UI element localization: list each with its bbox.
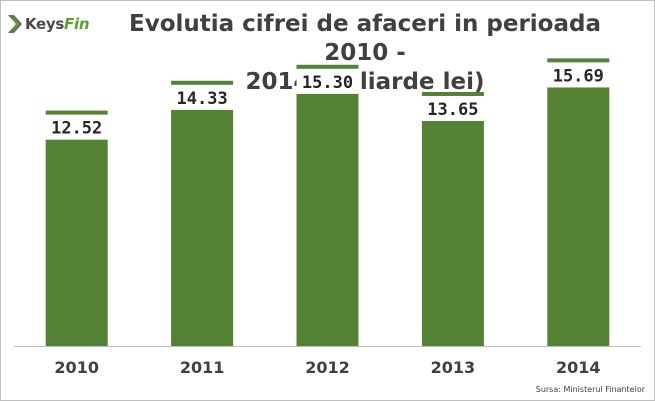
x-tick-label-2013: 2013 bbox=[431, 358, 476, 377]
source-note: Sursa: Ministerul Finantelor bbox=[535, 385, 645, 394]
value-label-2010: 12.52 bbox=[51, 119, 102, 139]
value-label-box-2013 bbox=[421, 95, 484, 121]
chart-title-line-1: Evolutia cifrei de afaceri in perioada 2… bbox=[129, 11, 601, 66]
x-tick-label-2012: 2012 bbox=[305, 358, 350, 377]
value-label-box-2010 bbox=[45, 114, 108, 140]
value-label-box-2014 bbox=[547, 62, 610, 88]
value-label-2013: 13.65 bbox=[427, 100, 478, 120]
value-label-2014: 15.69 bbox=[553, 66, 604, 86]
logo-text-fin: Fin bbox=[64, 15, 90, 33]
value-label-2012: 15.30 bbox=[302, 73, 353, 93]
bar-2013 bbox=[421, 120, 484, 347]
x-tick-label-2010: 2010 bbox=[54, 358, 99, 377]
x-tick-label-2014: 2014 bbox=[556, 358, 601, 377]
value-label-box-2012 bbox=[296, 68, 359, 94]
bar-cap-2012 bbox=[296, 64, 359, 69]
logo-chevron-icon bbox=[8, 15, 22, 33]
logo-text-keys: Keys bbox=[25, 15, 65, 33]
value-label-2011: 14.33 bbox=[177, 89, 228, 109]
bar-2012 bbox=[296, 93, 359, 346]
bar-2014 bbox=[547, 87, 610, 347]
bar-cap-2013 bbox=[421, 91, 484, 96]
bar-cap-2014 bbox=[547, 58, 610, 63]
chart-title-line-2: 2014 (miliarde lei) bbox=[245, 69, 485, 95]
keysfin-logo: KeysFin bbox=[8, 12, 90, 36]
value-label-box-2011 bbox=[171, 84, 234, 110]
x-tick-label-2011: 2011 bbox=[180, 358, 225, 377]
logo-text: KeysFin bbox=[25, 15, 90, 33]
bar-2011 bbox=[171, 109, 234, 346]
bar-2010 bbox=[45, 139, 108, 346]
bar-cap-2010 bbox=[45, 110, 108, 115]
chart-title: Evolutia cifrei de afaceri in perioada 2… bbox=[95, 10, 635, 97]
bar-cap-2011 bbox=[171, 80, 234, 85]
